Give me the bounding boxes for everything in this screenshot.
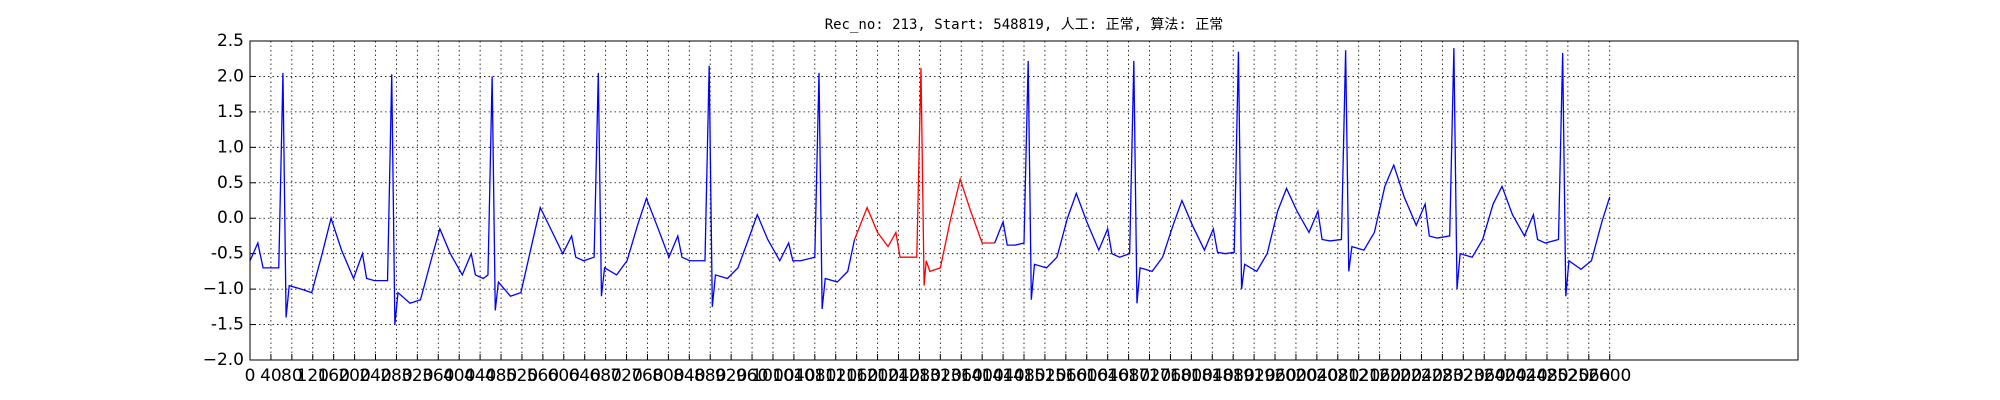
y-tick-label: -0.5 <box>211 244 244 264</box>
x-tick-label: 2000 <box>1274 366 1317 386</box>
x-tick-label: 1840 <box>1191 366 1234 386</box>
x-tick-label: 1480 <box>1002 366 1045 386</box>
x-tick-label: 2520 <box>1546 366 1589 386</box>
x-tick-label: 2480 <box>1525 366 1568 386</box>
x-tick-label: 480 <box>485 366 517 386</box>
y-tick-label: 0.0 <box>217 208 244 228</box>
x-tick-label: 120 <box>297 366 329 386</box>
x-tick-label: 1160 <box>835 366 878 386</box>
x-tick-label: 1520 <box>1023 366 1066 386</box>
x-tick-label: 720 <box>610 366 642 386</box>
chart-title: Rec_no: 213, Start: 548819, 人工: 正常, 算法: … <box>825 17 1224 33</box>
y-tick-label: 1.0 <box>217 137 244 157</box>
x-tick-label: 960 <box>736 366 768 386</box>
x-tick-label: 2400 <box>1484 366 1527 386</box>
signal-line <box>853 67 995 286</box>
x-tick-label: 2320 <box>1442 366 1485 386</box>
x-tick-label: 2080 <box>1316 366 1359 386</box>
x-tick-label: 520 <box>506 366 538 386</box>
x-tick-label: 600 <box>548 366 580 386</box>
y-tick-label: 1.5 <box>217 102 244 122</box>
x-tick-label: 1640 <box>1086 366 1129 386</box>
x-tick-label: 2440 <box>1504 366 1547 386</box>
x-tick-label: 2360 <box>1463 366 1506 386</box>
signal-line <box>249 65 856 325</box>
x-tick-label: 1040 <box>772 366 815 386</box>
x-tick-label: 1600 <box>1065 366 1108 386</box>
x-tick-label: 920 <box>715 366 747 386</box>
x-tick-label: 1960 <box>1253 366 1296 386</box>
y-tick-label: 0.5 <box>217 173 244 193</box>
x-tick-label: 0 <box>245 366 256 386</box>
x-tick-label: 440 <box>464 366 496 386</box>
x-tick-label: 1320 <box>919 366 962 386</box>
x-tick-label: 2280 <box>1421 366 1464 386</box>
x-tick-label: 400 <box>443 366 475 386</box>
x-tick-label: 2040 <box>1295 366 1338 386</box>
x-tick-label: 1920 <box>1232 366 1275 386</box>
x-tick-label: 2600 <box>1588 366 1631 386</box>
x-tick-label: 240 <box>359 366 391 386</box>
x-tick-label: 1400 <box>961 366 1004 386</box>
x-tick-label: 1560 <box>1044 366 1087 386</box>
y-tick-label: -1.5 <box>211 315 244 335</box>
x-tick-label: 1000 <box>751 366 794 386</box>
x-tick-label: 80 <box>281 366 303 386</box>
y-tick-label: −1.0 <box>203 279 244 299</box>
x-tick-label: 1080 <box>793 366 836 386</box>
x-tick-label: 800 <box>652 366 684 386</box>
y-tick-label: 2.5 <box>217 31 244 51</box>
x-tick-label: 1720 <box>1128 366 1171 386</box>
x-tick-label: 2160 <box>1358 366 1401 386</box>
y-tick-label: 2.0 <box>217 66 244 86</box>
x-tick-label: 40 <box>260 366 282 386</box>
x-tick-label: 1120 <box>814 366 857 386</box>
x-tick-label: 680 <box>589 366 621 386</box>
y-tick-label: −2.0 <box>203 350 244 370</box>
x-tick-label: 1240 <box>877 366 920 386</box>
x-tick-label: 2120 <box>1337 366 1380 386</box>
x-tick-label: 2560 <box>1567 366 1610 386</box>
x-tick-label: 280 <box>380 366 412 386</box>
x-tick-label: 1760 <box>1149 366 1192 386</box>
x-tick-label: 880 <box>694 366 726 386</box>
x-tick-label: 1680 <box>1107 366 1150 386</box>
x-tick-label: 360 <box>422 366 454 386</box>
x-tick-label: 1440 <box>981 366 1024 386</box>
x-tick-label: 840 <box>673 366 705 386</box>
x-tick-label: 160 <box>317 366 349 386</box>
x-tick-label: 2240 <box>1400 366 1443 386</box>
x-tick-label: 1880 <box>1212 366 1255 386</box>
x-tick-label: 560 <box>527 366 559 386</box>
plot-frame <box>249 40 1799 361</box>
signal-line <box>994 48 1611 304</box>
x-tick-label: 200 <box>338 366 370 386</box>
x-tick-label: 640 <box>568 366 600 386</box>
x-tick-label: 320 <box>401 366 433 386</box>
x-tick-label: 2200 <box>1379 366 1422 386</box>
x-tick-label: 1360 <box>940 366 983 386</box>
x-tick-label: 1280 <box>898 366 941 386</box>
x-tick-label: 760 <box>631 366 663 386</box>
x-tick-label: 1800 <box>1170 366 1213 386</box>
x-tick-label: 1200 <box>856 366 899 386</box>
